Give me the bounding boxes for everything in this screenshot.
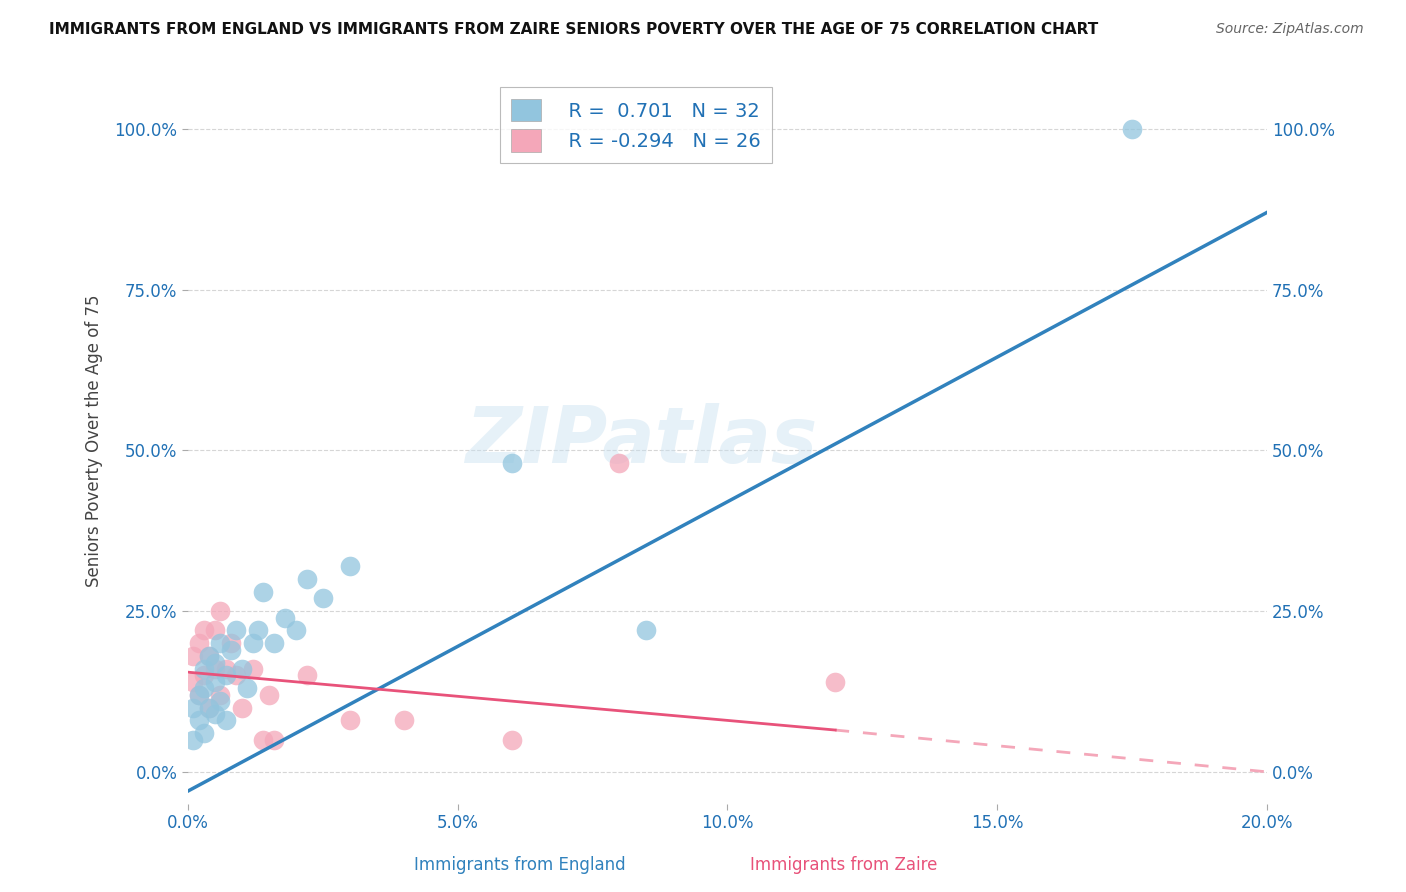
Point xyxy=(339,559,361,574)
Point xyxy=(181,649,204,664)
Point xyxy=(252,584,274,599)
Point xyxy=(242,662,264,676)
Point xyxy=(187,688,209,702)
Point xyxy=(214,668,236,682)
Point xyxy=(284,624,307,638)
Point xyxy=(236,681,259,696)
Point xyxy=(246,624,269,638)
Point xyxy=(339,714,361,728)
Text: Immigrants from Zaire: Immigrants from Zaire xyxy=(749,855,938,873)
Point xyxy=(204,706,226,721)
Text: Immigrants from England: Immigrants from England xyxy=(415,855,626,873)
Point xyxy=(209,694,232,708)
Point xyxy=(181,732,204,747)
Point xyxy=(187,714,209,728)
Point xyxy=(214,714,236,728)
Point xyxy=(193,624,215,638)
Point xyxy=(209,604,232,618)
Point xyxy=(209,636,232,650)
Point xyxy=(198,700,221,714)
Point xyxy=(242,636,264,650)
Point xyxy=(392,714,415,728)
Text: Source: ZipAtlas.com: Source: ZipAtlas.com xyxy=(1216,22,1364,37)
Point xyxy=(295,572,318,586)
Text: ZIPatlas: ZIPatlas xyxy=(465,402,817,479)
Point xyxy=(501,732,523,747)
Point xyxy=(204,674,226,689)
Point xyxy=(609,456,631,470)
Point xyxy=(252,732,274,747)
Point xyxy=(214,662,236,676)
Point xyxy=(274,610,297,624)
Point xyxy=(204,662,226,676)
Point xyxy=(225,668,247,682)
Text: IMMIGRANTS FROM ENGLAND VS IMMIGRANTS FROM ZAIRE SENIORS POVERTY OVER THE AGE OF: IMMIGRANTS FROM ENGLAND VS IMMIGRANTS FR… xyxy=(49,22,1098,37)
Point xyxy=(209,688,232,702)
Point xyxy=(295,668,318,682)
Y-axis label: Seniors Poverty Over the Age of 75: Seniors Poverty Over the Age of 75 xyxy=(86,294,103,587)
Point xyxy=(204,656,226,670)
Point xyxy=(219,642,242,657)
Point xyxy=(193,662,215,676)
Point xyxy=(193,681,215,696)
Point xyxy=(181,674,204,689)
Point xyxy=(198,649,221,664)
Point xyxy=(219,636,242,650)
Point xyxy=(187,636,209,650)
Point xyxy=(231,662,253,676)
Legend:   R =  0.701   N = 32,   R = -0.294   N = 26: R = 0.701 N = 32, R = -0.294 N = 26 xyxy=(499,87,772,163)
Point xyxy=(257,688,280,702)
Point xyxy=(225,624,247,638)
Point xyxy=(193,668,215,682)
Point xyxy=(263,636,285,650)
Point xyxy=(824,674,846,689)
Point xyxy=(312,591,335,606)
Point xyxy=(198,700,221,714)
Point xyxy=(187,688,209,702)
Point xyxy=(181,700,204,714)
Point xyxy=(198,649,221,664)
Point xyxy=(1121,121,1143,136)
Point xyxy=(636,624,658,638)
Point xyxy=(501,456,523,470)
Point xyxy=(263,732,285,747)
Point xyxy=(204,624,226,638)
Point xyxy=(231,700,253,714)
Point xyxy=(193,726,215,740)
